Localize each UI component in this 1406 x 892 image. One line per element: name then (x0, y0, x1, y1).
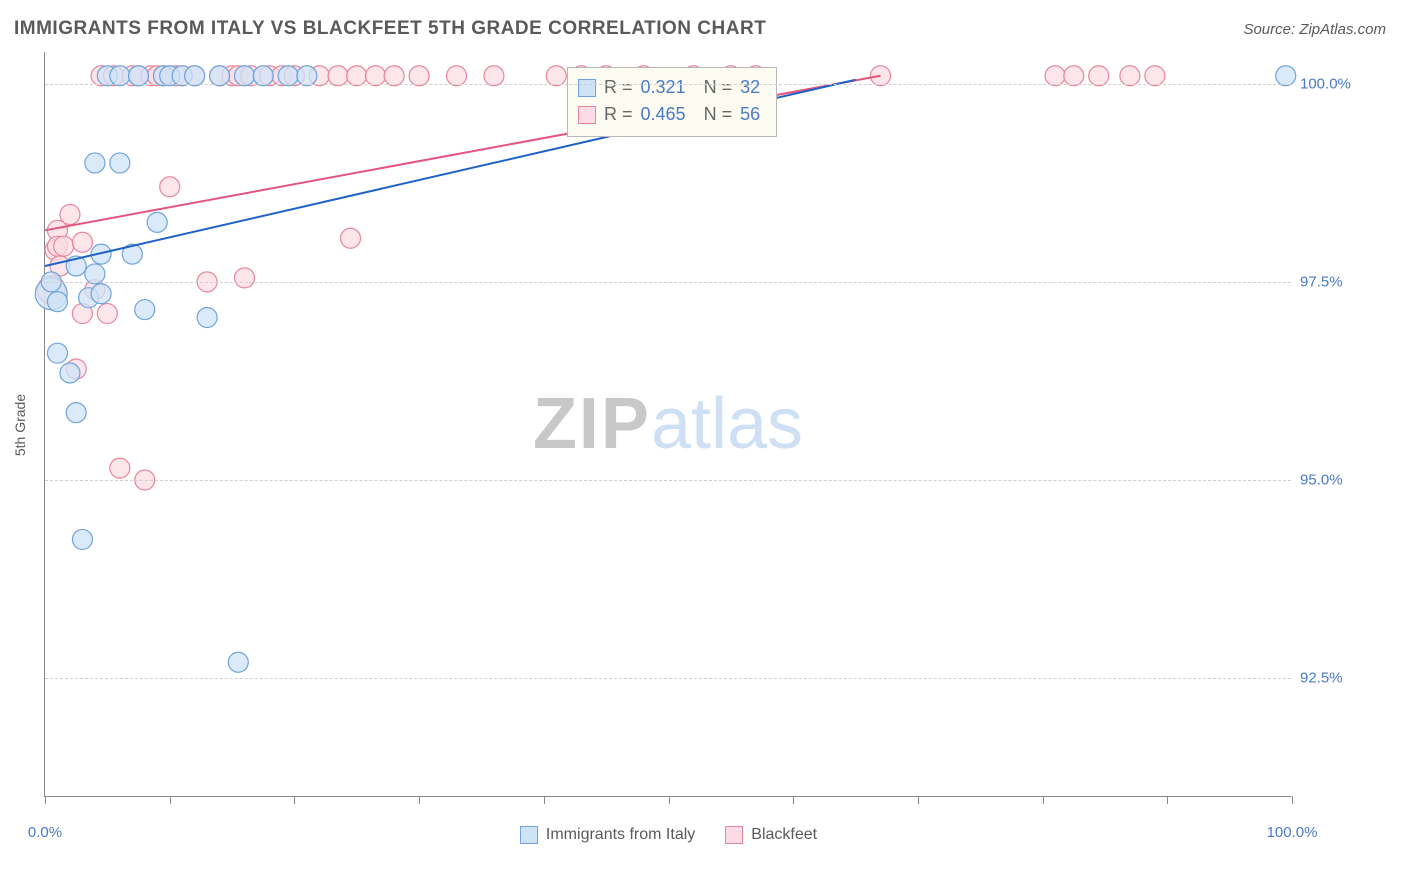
x-tick (544, 796, 545, 804)
data-point (91, 284, 111, 304)
data-point (97, 304, 117, 324)
data-point (341, 228, 361, 248)
n-value-italy: 32 (740, 74, 760, 101)
data-point (72, 529, 92, 549)
y-tick-label: 97.5% (1300, 273, 1343, 290)
legend-label-blackfeet: Blackfeet (751, 826, 817, 844)
x-tick (918, 796, 919, 804)
gridline-h (45, 282, 1291, 283)
gridline-h (45, 480, 1291, 481)
legend-label-italy: Immigrants from Italy (546, 826, 695, 844)
data-point (197, 308, 217, 328)
data-point (60, 363, 80, 383)
chart-container: 5th Grade ZIPatlas R = 0.321 N = 32 R = … (44, 52, 1380, 797)
x-tick (1167, 796, 1168, 804)
plot-svg (45, 52, 1292, 797)
y-tick-label: 95.0% (1300, 471, 1343, 488)
x-tick (45, 796, 46, 804)
x-tick (1292, 796, 1293, 804)
n-label: N = (704, 74, 733, 101)
x-tick (793, 796, 794, 804)
data-point (147, 212, 167, 232)
header: IMMIGRANTS FROM ITALY VS BLACKFEET 5TH G… (0, 0, 1406, 50)
plot-area: ZIPatlas R = 0.321 N = 32 R = 0.465 N = … (44, 52, 1291, 797)
r-value-blackfeet: 0.465 (641, 101, 686, 128)
y-tick-label: 100.0% (1300, 75, 1351, 92)
data-point (110, 153, 130, 173)
correlation-row-blackfeet: R = 0.465 N = 56 (578, 101, 760, 128)
data-point (135, 300, 155, 320)
chart-title: IMMIGRANTS FROM ITALY VS BLACKFEET 5TH G… (14, 18, 766, 40)
source-label: Source: ZipAtlas.com (1243, 21, 1386, 38)
r-label: R = (604, 101, 633, 128)
data-point (66, 403, 86, 423)
x-tick (170, 796, 171, 804)
x-tick (294, 796, 295, 804)
data-point (72, 232, 92, 252)
data-point (160, 177, 180, 197)
x-tick (1043, 796, 1044, 804)
x-tick-label: 100.0% (1267, 824, 1318, 841)
series-legend: Immigrants from Italy Blackfeet (45, 826, 1292, 844)
x-tick-label: 0.0% (28, 824, 62, 841)
x-tick (419, 796, 420, 804)
y-tick-label: 92.5% (1300, 670, 1343, 687)
n-label: N = (704, 101, 733, 128)
data-point (47, 292, 67, 312)
correlation-row-italy: R = 0.321 N = 32 (578, 74, 760, 101)
data-point (228, 652, 248, 672)
swatch-blackfeet (725, 826, 743, 844)
gridline-h (45, 678, 1291, 679)
r-label: R = (604, 74, 633, 101)
legend-item-italy: Immigrants from Italy (520, 826, 695, 844)
data-point (110, 458, 130, 478)
data-point (60, 204, 80, 224)
r-value-italy: 0.321 (641, 74, 686, 101)
swatch-blackfeet (578, 106, 596, 124)
swatch-italy (578, 79, 596, 97)
legend-item-blackfeet: Blackfeet (725, 826, 817, 844)
data-point (54, 236, 74, 256)
swatch-italy (520, 826, 538, 844)
n-value-blackfeet: 56 (740, 101, 760, 128)
gridline-h (45, 84, 1291, 85)
data-point (47, 343, 67, 363)
x-tick (669, 796, 670, 804)
data-point (85, 153, 105, 173)
correlation-legend: R = 0.321 N = 32 R = 0.465 N = 56 (567, 67, 777, 137)
y-axis-title: 5th Grade (12, 393, 28, 455)
data-point (235, 268, 255, 288)
